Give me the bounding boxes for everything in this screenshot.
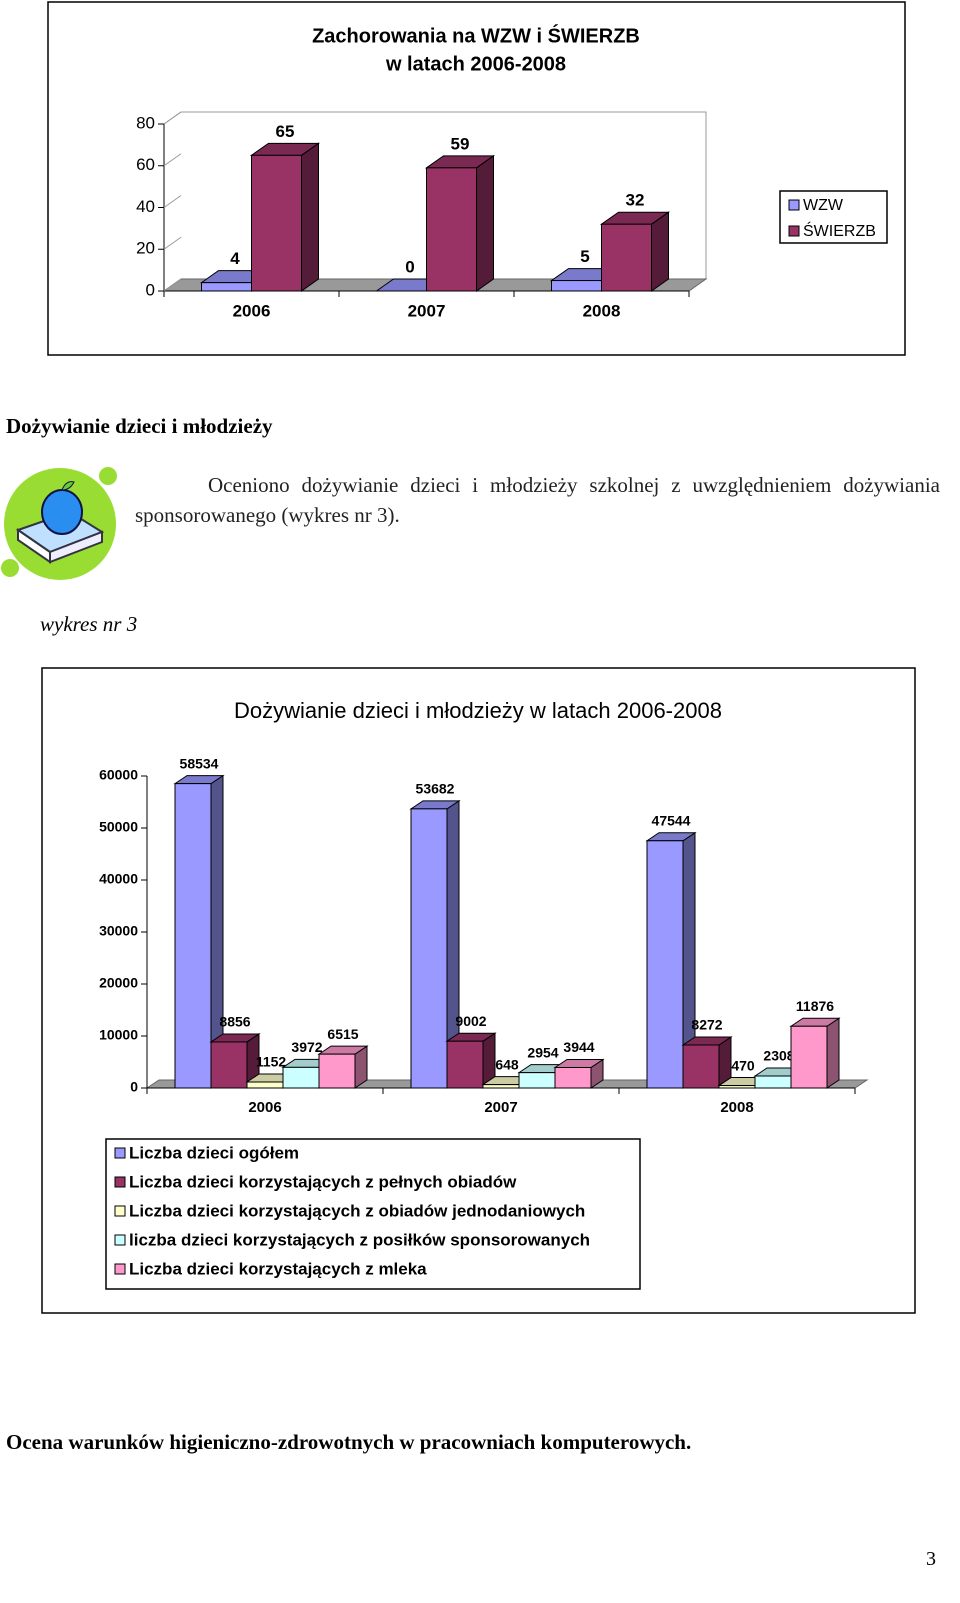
- bar: [410, 808, 448, 1089]
- value-label: 6515: [327, 1026, 358, 1042]
- x-tick-label: 2007: [484, 1099, 517, 1116]
- bar: [554, 1066, 592, 1089]
- bar: [446, 1040, 484, 1089]
- legend-label: liczba dzieci korzystających z posiłków …: [129, 1230, 590, 1249]
- bar: [174, 783, 212, 1089]
- wall-line: [163, 195, 182, 208]
- legend-label: Liczba dzieci korzystających z obiadów j…: [129, 1201, 585, 1220]
- legend-swatch: [114, 1263, 126, 1275]
- x-tick-label: 2006: [248, 1099, 281, 1116]
- legend-label: WZW: [803, 197, 844, 214]
- x-tick-label: 2007: [408, 301, 446, 320]
- value-label: 3944: [563, 1039, 594, 1055]
- x-tick-label: 2008: [720, 1099, 753, 1116]
- x-tick-label: 2006: [233, 301, 271, 320]
- bar: [790, 1025, 828, 1089]
- value-label: 3972: [291, 1039, 322, 1055]
- legend-swatch: [114, 1205, 126, 1217]
- caption: wykres nr 3: [40, 612, 138, 636]
- legend-box: [105, 1138, 641, 1290]
- paragraph: Oceniono dożywianie dzieci i młodzieży s…: [135, 473, 940, 527]
- value-label: 47544: [652, 812, 691, 828]
- bar: [482, 1084, 520, 1089]
- bar: [251, 154, 302, 292]
- legend-swatch: [788, 225, 800, 237]
- value-label: 58534: [180, 755, 219, 771]
- value-label: 32: [626, 191, 645, 210]
- chart-title: w latach 2006-2008: [385, 53, 566, 75]
- value-label: 8856: [219, 1014, 250, 1030]
- bar: [754, 1075, 792, 1089]
- legend-swatch: [114, 1176, 126, 1188]
- legend-swatch: [114, 1234, 126, 1246]
- y-tick-label: 20: [136, 239, 155, 258]
- y-tick-label: 20000: [99, 975, 138, 991]
- heading: Ocena warunków higieniczno-zdrowotnych w…: [6, 1430, 692, 1454]
- chart: Dożywianie dzieci i młodzieży w latach 2…: [41, 667, 916, 1314]
- y-tick-label: 60: [136, 155, 155, 174]
- bar: [551, 280, 602, 292]
- chart-title: Dożywianie dzieci i młodzieży w latach 2…: [234, 698, 722, 723]
- bar: [426, 167, 477, 292]
- value-label: 11876: [796, 998, 834, 1014]
- wall-line: [163, 153, 182, 167]
- bar: [518, 1072, 556, 1089]
- bar-side: [301, 142, 319, 292]
- value-label: 2954: [527, 1044, 558, 1060]
- wall-line: [163, 278, 182, 292]
- bar-side: [826, 1017, 840, 1089]
- value-label: 4: [230, 249, 240, 268]
- legend-swatch: [788, 199, 800, 211]
- bar: [318, 1053, 356, 1089]
- value-label: 2308: [763, 1048, 794, 1064]
- value-label: 1152: [256, 1054, 287, 1070]
- wall-line: [163, 236, 182, 250]
- y-tick-label: 60000: [99, 767, 138, 783]
- y-tick-label: 50000: [99, 819, 138, 835]
- bar: [210, 1041, 248, 1089]
- chart: Zachorowania na WZW i ŚWIERZB w latach 20…: [47, 1, 906, 356]
- y-tick-label: 80: [136, 113, 155, 132]
- y-tick-label: 0: [146, 280, 155, 299]
- bar-side: [651, 211, 669, 292]
- bar: [246, 1081, 284, 1089]
- legend-label: Liczba dzieci korzystających z pełnych o…: [129, 1172, 517, 1191]
- legend-swatch: [114, 1147, 126, 1159]
- y-tick-label: 30000: [99, 923, 138, 939]
- value-label: 65: [276, 122, 295, 141]
- y-tick-label: 10000: [99, 1027, 138, 1043]
- bar: [646, 840, 684, 1089]
- bar-side: [476, 154, 494, 292]
- legend-label: Liczba dzieci ogółem: [129, 1143, 299, 1162]
- value-label: 0: [405, 257, 414, 276]
- legend-label: ŚWIERZB: [803, 221, 876, 240]
- value-label: 5: [580, 247, 589, 266]
- value-label: 9002: [455, 1013, 486, 1029]
- value-label: 8272: [691, 1017, 722, 1033]
- y-tick-label: 40000: [99, 871, 138, 887]
- bar: [601, 223, 652, 292]
- bar: [282, 1066, 320, 1089]
- chart-title: Zachorowania na WZW i ŚWIERZB: [312, 23, 640, 47]
- heading: Dożywianie dzieci i młodzieży: [6, 414, 273, 438]
- value-label: 470: [731, 1057, 755, 1073]
- page-number: 3: [926, 1548, 936, 1570]
- value-label: 59: [451, 134, 470, 153]
- y-tick-label: 0: [130, 1079, 138, 1095]
- value-label: 648: [495, 1056, 519, 1072]
- y-tick-label: 40: [136, 197, 155, 216]
- x-tick-label: 2008: [583, 301, 621, 320]
- bar: [718, 1085, 756, 1089]
- value-label: 53682: [416, 781, 455, 797]
- apple-book-icon: [1, 467, 117, 580]
- wall-line: [163, 111, 182, 125]
- bar: [201, 282, 252, 292]
- legend-label: Liczba dzieci korzystających z mleka: [129, 1259, 427, 1278]
- bar: [682, 1044, 720, 1089]
